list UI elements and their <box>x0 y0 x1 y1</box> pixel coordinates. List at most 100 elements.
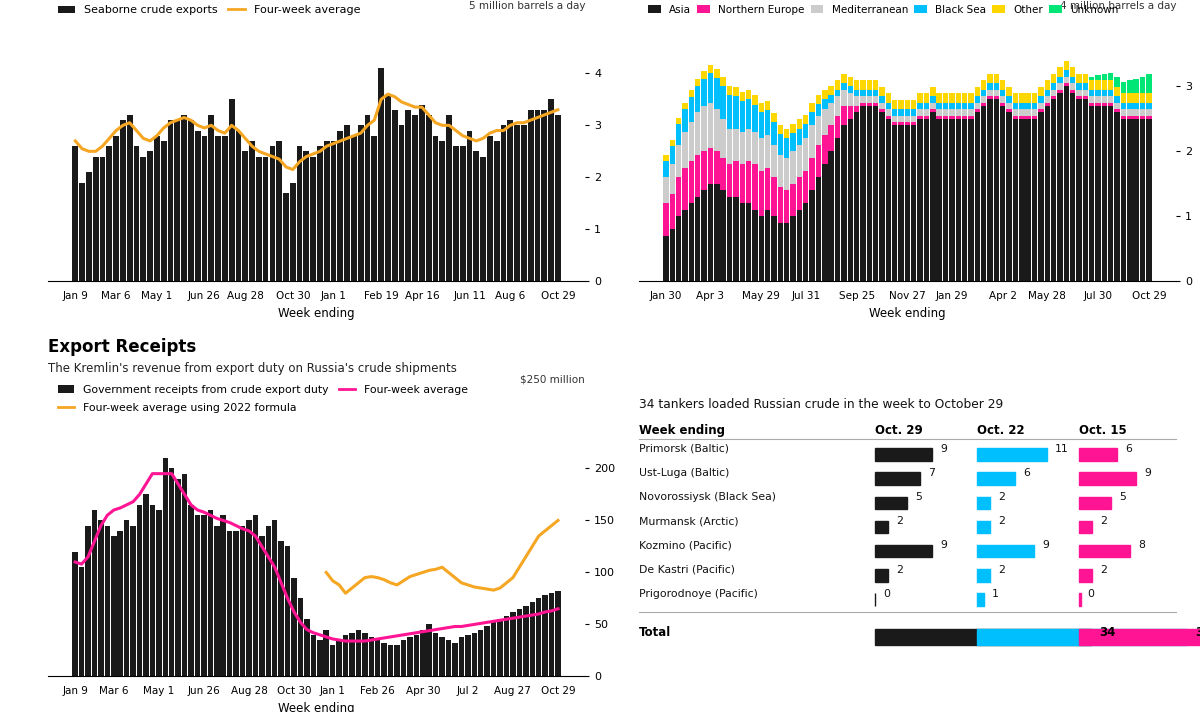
Bar <box>752 210 757 281</box>
Text: 2: 2 <box>998 565 1004 575</box>
Bar <box>548 100 554 281</box>
Bar <box>872 106 878 281</box>
Bar <box>880 103 884 109</box>
Bar <box>140 157 146 281</box>
Bar <box>79 567 84 676</box>
Bar <box>943 115 948 119</box>
Bar <box>365 115 371 281</box>
Bar <box>739 100 745 132</box>
Bar <box>1038 103 1044 109</box>
Bar <box>1038 109 1044 112</box>
Bar <box>1013 93 1018 103</box>
Bar <box>752 164 757 210</box>
Bar <box>1063 70 1069 77</box>
Bar <box>872 96 878 103</box>
Bar <box>1088 106 1094 281</box>
Bar <box>1007 112 1012 281</box>
Text: Oct. 29: Oct. 29 <box>875 424 923 437</box>
Bar <box>733 87 738 96</box>
Bar <box>854 90 859 96</box>
Bar <box>1013 115 1018 119</box>
Bar <box>918 119 923 281</box>
Bar <box>758 171 764 216</box>
Bar <box>500 125 506 281</box>
Bar <box>866 103 872 106</box>
Bar <box>458 637 464 676</box>
Bar <box>246 520 252 676</box>
Text: Ust-Luga (Baltic): Ust-Luga (Baltic) <box>638 468 730 478</box>
Bar <box>182 473 187 676</box>
Bar <box>276 141 282 281</box>
Bar <box>784 223 790 281</box>
Bar <box>181 115 187 281</box>
Bar <box>758 138 764 171</box>
Bar <box>1102 96 1108 103</box>
Bar <box>98 520 103 676</box>
Bar <box>847 93 853 106</box>
Bar <box>536 598 541 676</box>
Bar <box>835 96 840 115</box>
Bar <box>1121 115 1126 119</box>
Bar <box>259 536 264 676</box>
Bar <box>930 109 936 112</box>
Bar <box>974 96 980 103</box>
Bar <box>161 141 167 281</box>
Bar <box>1108 103 1114 106</box>
Bar <box>872 103 878 106</box>
Bar <box>689 204 694 281</box>
Bar <box>689 122 694 161</box>
Bar <box>1134 79 1139 93</box>
Bar <box>739 204 745 281</box>
Bar <box>1070 90 1075 93</box>
Bar <box>233 531 239 676</box>
Bar <box>886 103 892 109</box>
Bar <box>472 633 478 676</box>
Bar <box>911 125 917 281</box>
Text: 8: 8 <box>1138 540 1145 550</box>
Bar <box>1134 119 1139 281</box>
Bar <box>1115 96 1120 103</box>
Bar <box>708 184 713 281</box>
Bar <box>924 119 929 281</box>
Bar <box>1026 119 1031 281</box>
Bar <box>695 197 701 281</box>
Bar <box>872 90 878 96</box>
Bar <box>1076 90 1081 96</box>
Bar <box>714 70 720 78</box>
Bar <box>1051 100 1056 281</box>
Bar <box>174 120 180 281</box>
Bar <box>784 138 790 158</box>
Bar <box>487 136 493 281</box>
Bar <box>374 640 380 676</box>
Bar <box>791 216 796 281</box>
Bar <box>772 177 776 216</box>
Bar <box>1026 115 1031 119</box>
Bar <box>240 525 245 676</box>
Bar <box>1070 77 1075 83</box>
Bar <box>810 158 815 190</box>
Bar <box>955 115 961 119</box>
Bar <box>79 182 85 281</box>
Bar <box>739 164 745 204</box>
Bar <box>358 125 364 281</box>
Bar <box>188 120 193 281</box>
Bar <box>875 629 1091 644</box>
Bar <box>847 119 853 281</box>
Bar <box>695 86 701 112</box>
Text: 0: 0 <box>883 589 890 599</box>
Bar <box>1108 80 1114 90</box>
Bar <box>1088 80 1094 90</box>
Bar <box>714 184 720 281</box>
Bar <box>924 103 929 109</box>
Bar <box>980 80 986 90</box>
Bar <box>784 158 790 190</box>
Bar <box>324 141 330 281</box>
Bar <box>528 110 534 281</box>
Bar <box>841 125 846 281</box>
Bar <box>1079 545 1130 557</box>
Bar <box>899 100 904 109</box>
Text: 5 million barrels a day: 5 million barrels a day <box>469 1 586 11</box>
Bar <box>866 106 872 281</box>
Bar <box>1096 75 1100 80</box>
Bar <box>1019 119 1025 281</box>
